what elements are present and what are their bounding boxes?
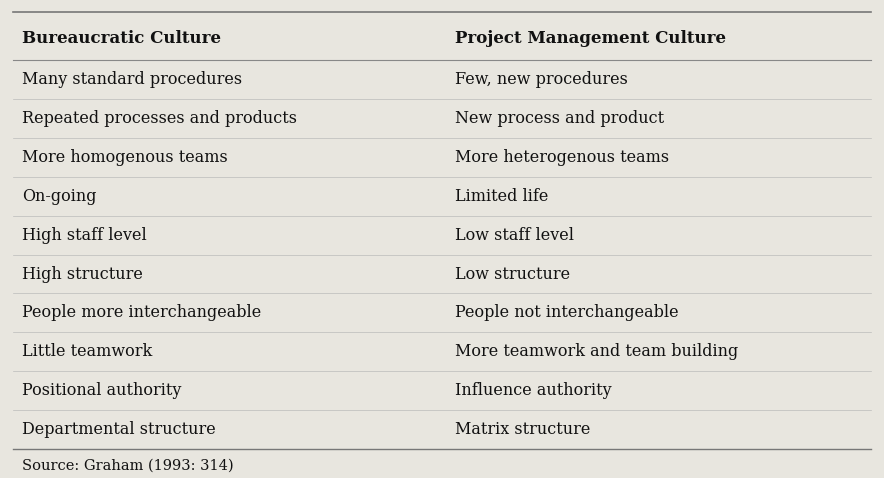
Text: New process and product: New process and product [455, 109, 665, 127]
Text: Few, new procedures: Few, new procedures [455, 71, 629, 88]
Text: High structure: High structure [22, 265, 143, 282]
Text: Low structure: Low structure [455, 265, 570, 282]
Text: Little teamwork: Little teamwork [22, 343, 152, 360]
Text: Project Management Culture: Project Management Culture [455, 30, 727, 47]
Text: On-going: On-going [22, 187, 96, 205]
Text: Many standard procedures: Many standard procedures [22, 71, 242, 88]
Text: More teamwork and team building: More teamwork and team building [455, 343, 738, 360]
Text: Matrix structure: Matrix structure [455, 421, 591, 438]
Text: People not interchangeable: People not interchangeable [455, 304, 679, 322]
Text: Repeated processes and products: Repeated processes and products [22, 109, 297, 127]
Text: Source: Graham (1993: 314): Source: Graham (1993: 314) [22, 459, 233, 473]
Text: More homogenous teams: More homogenous teams [22, 149, 228, 166]
Text: Bureaucratic Culture: Bureaucratic Culture [22, 30, 221, 47]
Text: Low staff level: Low staff level [455, 227, 575, 244]
Text: Positional authority: Positional authority [22, 382, 181, 400]
Text: More heterogenous teams: More heterogenous teams [455, 149, 669, 166]
Text: People more interchangeable: People more interchangeable [22, 304, 262, 322]
Text: High staff level: High staff level [22, 227, 147, 244]
Text: Departmental structure: Departmental structure [22, 421, 216, 438]
Text: Influence authority: Influence authority [455, 382, 612, 400]
Text: Limited life: Limited life [455, 187, 549, 205]
